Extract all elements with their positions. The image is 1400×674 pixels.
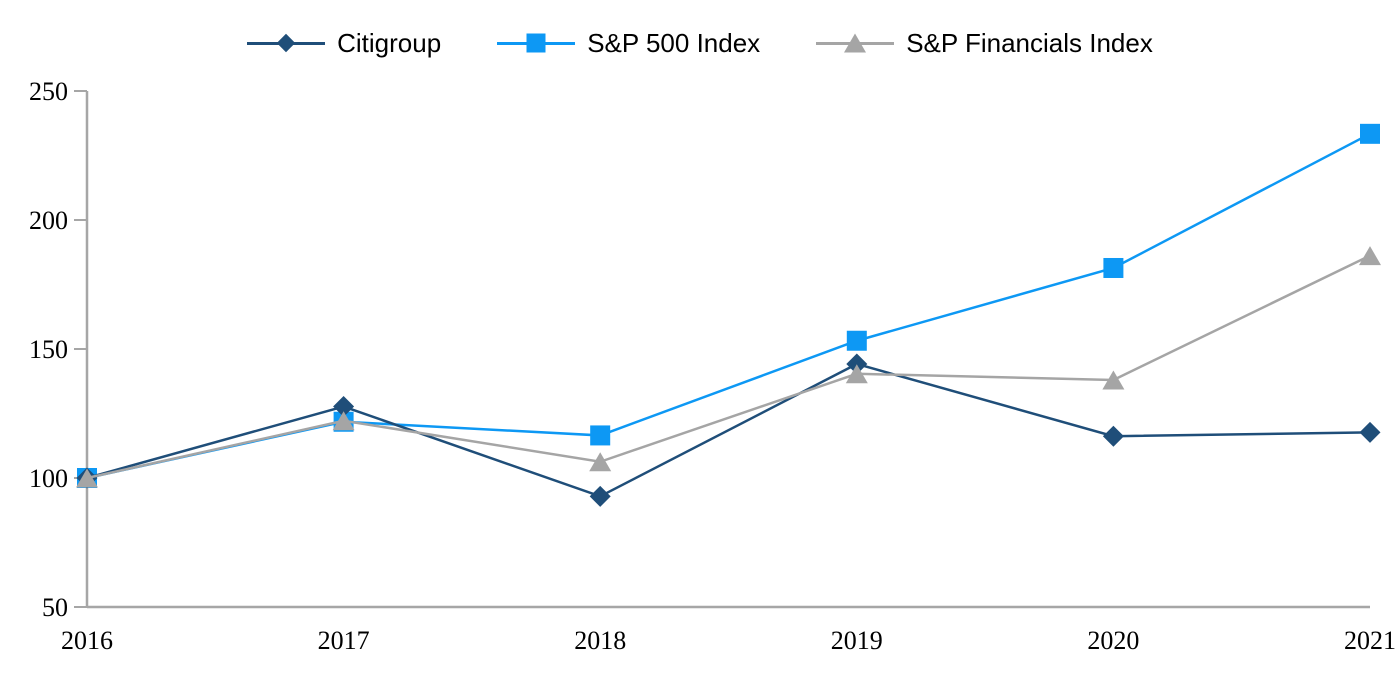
square-marker-icon xyxy=(590,425,611,446)
series-line-s-p-500-index xyxy=(86,132,1371,480)
ytick-label: 150 xyxy=(29,335,68,364)
square-marker-icon xyxy=(846,330,867,351)
legend-item-citigroup: Citigroup xyxy=(247,30,441,56)
legend-item-sp500: S&P 500 Index xyxy=(497,30,760,56)
chart-legend: Citigroup S&P 500 Index S&P Financials I… xyxy=(0,30,1400,56)
series-line-s-p-financials-index xyxy=(86,254,1371,480)
xtick-label: 2020 xyxy=(1087,626,1139,655)
triangle-marker-icon xyxy=(1102,370,1125,390)
ytick-label: 100 xyxy=(29,464,68,493)
diamond-marker-icon xyxy=(333,396,355,418)
diamond-marker-icon xyxy=(1359,421,1381,443)
diamond-marker-icon xyxy=(846,353,868,375)
xtick-label: 2018 xyxy=(574,626,626,655)
ytick-label: 200 xyxy=(29,206,68,235)
triangle-marker-icon xyxy=(1359,246,1381,266)
legend-key-sp500 xyxy=(497,30,576,56)
triangle-marker-icon xyxy=(332,411,355,431)
xtick-label: 2016 xyxy=(61,626,113,655)
square-marker-icon xyxy=(1360,123,1380,144)
triangle-marker-icon xyxy=(845,364,868,384)
triangle-marker-icon xyxy=(76,468,98,488)
xtick-label: 2017 xyxy=(318,626,370,655)
legend-label-sp-financials: S&P Financials Index xyxy=(906,28,1153,58)
square-marker-icon xyxy=(1103,257,1124,278)
square-marker-icon xyxy=(526,33,546,53)
diamond-marker-icon xyxy=(1102,425,1124,447)
ytick-label: 250 xyxy=(29,77,68,106)
diamond-marker-icon xyxy=(589,485,611,507)
triangle-marker-icon xyxy=(844,33,867,53)
ytick-label: 50 xyxy=(42,593,68,622)
xtick-label: 2021 xyxy=(1344,626,1396,655)
legend-label-citigroup: Citigroup xyxy=(337,28,442,58)
legend-label-sp500: S&P 500 Index xyxy=(587,28,761,58)
series-line-citigroup xyxy=(86,362,1371,498)
legend-key-citigroup xyxy=(247,30,326,56)
xtick-label: 2019 xyxy=(831,626,883,655)
triangle-marker-icon xyxy=(589,452,612,472)
legend-item-sp-financials: S&P Financials Index xyxy=(816,30,1153,56)
legend-key-sp-financials xyxy=(816,30,895,56)
